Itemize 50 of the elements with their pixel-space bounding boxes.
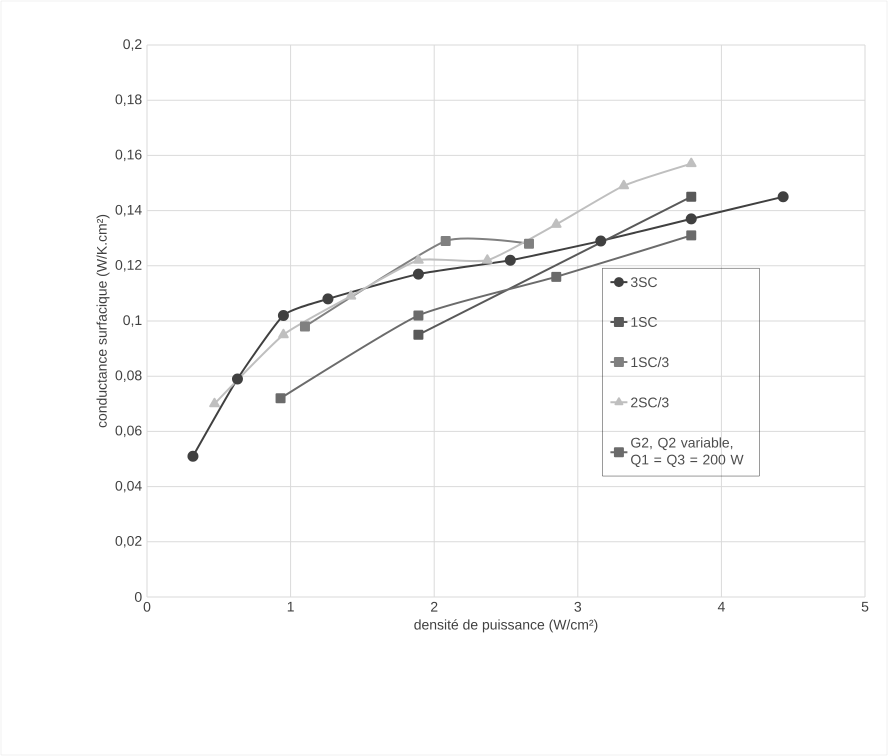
point xyxy=(778,191,789,202)
x-tick-label: 3 xyxy=(574,602,582,612)
x-tick-label: 1 xyxy=(288,602,294,612)
y-tick-label: 0,16 xyxy=(116,150,142,162)
point xyxy=(686,158,697,168)
point xyxy=(524,238,534,249)
point xyxy=(440,236,451,246)
y-tick-label: 0,18 xyxy=(116,94,142,106)
legend-label: G2, Q2 variable, Q1 = Q3 = 200 W xyxy=(631,437,744,468)
point xyxy=(413,254,424,264)
y-tick-label: 0,12 xyxy=(116,260,142,272)
point xyxy=(550,218,562,228)
y-tick-label: 0 xyxy=(134,592,142,602)
legend-label: 2SC/3 xyxy=(631,397,669,408)
point xyxy=(412,268,424,280)
point xyxy=(482,254,493,264)
point xyxy=(551,272,562,282)
x-axis-title: densité de puissance (W/cm²) xyxy=(414,619,598,632)
point xyxy=(413,310,424,320)
point xyxy=(618,180,630,190)
point xyxy=(300,322,310,332)
point xyxy=(187,450,198,462)
point xyxy=(278,310,289,321)
y-tick-label: 0,02 xyxy=(116,536,142,548)
y-tick-label: 0,1 xyxy=(123,315,142,327)
point xyxy=(595,235,606,246)
point xyxy=(232,373,243,384)
y-tick-label: 0,14 xyxy=(116,204,142,216)
x-tick-label: 2 xyxy=(431,602,438,612)
x-tick-label: 0 xyxy=(144,602,150,612)
point xyxy=(322,293,334,304)
y-tick-label: 0,06 xyxy=(116,426,142,438)
point xyxy=(504,254,516,266)
point xyxy=(209,398,220,408)
y-tick-label: 0,04 xyxy=(116,480,142,492)
point xyxy=(686,230,696,240)
point xyxy=(276,393,286,404)
y-axis-title: conductance surfacique (W/K.cm²) xyxy=(96,214,110,428)
point xyxy=(413,330,424,340)
y-tick-label: 0,08 xyxy=(116,370,142,382)
x-tick-label: 5 xyxy=(862,602,868,612)
y-tick-label: 0,2 xyxy=(123,39,142,51)
x-tick-label: 4 xyxy=(718,602,725,612)
point xyxy=(346,290,356,300)
point xyxy=(686,213,697,224)
point xyxy=(278,328,289,338)
point xyxy=(686,192,696,202)
legend-label: 3SC xyxy=(630,277,658,288)
legend-label: 1SC/3 xyxy=(631,356,669,368)
legend-label: 1SC xyxy=(631,317,658,327)
